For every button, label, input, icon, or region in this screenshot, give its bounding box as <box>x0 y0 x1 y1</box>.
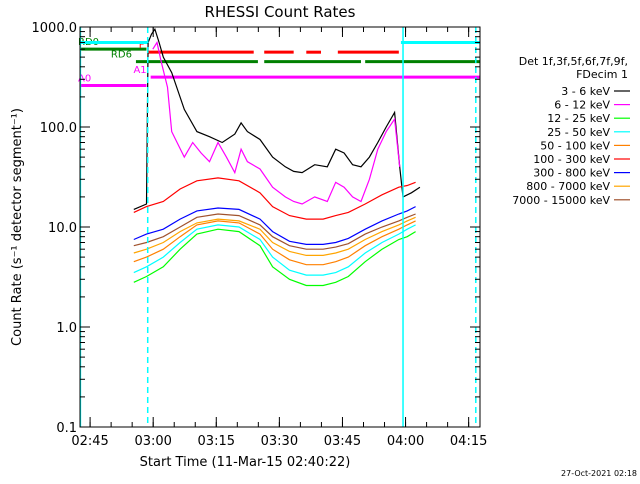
x-tick-label-3: 03:30 <box>261 434 298 449</box>
legend-label-100-300-kev: 100 - 300 keV <box>533 153 610 166</box>
y-tick-label-4: 1000.0 <box>32 21 78 36</box>
x-tick-label-5: 04:00 <box>387 434 424 449</box>
y-axis-ticks: 0.1 1.0 10.0 100.0 1000.0 <box>32 21 480 436</box>
legend-label-3-6-kev: 3 - 6 keV <box>561 85 610 98</box>
x-tick-label-4: 03:45 <box>324 434 361 449</box>
series-line-800-7000-kev <box>133 216 416 256</box>
y-tick-label-1: 1.0 <box>56 321 77 336</box>
legend-title-line-1: Det 1f,3f,5f,6f,7f,9f, <box>519 55 628 68</box>
footer-timestamp: 27-Oct-2021 02:18 <box>561 469 637 478</box>
series-line-100-300-kev <box>133 177 416 220</box>
series-lines <box>133 27 421 287</box>
legend-title-line-2: FDecim 1 <box>576 68 628 81</box>
legend-label-7000-15000-kev: 7000 - 15000 keV <box>512 194 610 207</box>
series-line-50-100-kev <box>133 220 416 266</box>
legend-label-800-7000-kev: 800 - 7000 keV <box>526 180 610 193</box>
x-axis-ticks: 02:45 03:00 03:15 03:30 03:45 04:00 04:15 <box>71 27 487 449</box>
series-line-300-800-kev <box>133 206 416 245</box>
y-tick-label-3: 100.0 <box>40 121 77 136</box>
legend-label-25-50-kev: 25 - 50 keV <box>547 126 610 139</box>
legend-label-12-25-kev: 12 - 25 keV <box>547 112 610 125</box>
attenuator-bars: RD0RD6FA0A1 <box>78 37 480 88</box>
x-tick-label-0: 02:45 <box>71 434 108 449</box>
series-line-7000-15000-kev <box>133 213 416 250</box>
legend-label-300-800-kev: 300 - 800 keV <box>533 167 610 180</box>
series-line-6-12-kev <box>152 40 401 205</box>
y-axis-label: Count Rate (s⁻¹ detector segment⁻¹) <box>10 108 25 346</box>
legend-label-50-100-kev: 50 - 100 keV <box>540 139 610 152</box>
y-tick-label-2: 10.0 <box>48 221 77 236</box>
state-bar-label-a1: A1 <box>133 65 146 76</box>
state-bar-label-rd6: RD6 <box>111 50 132 61</box>
legend: Det 1f,3f,5f,6f,7f,9f, FDecim 1 3 - 6 ke… <box>512 55 630 207</box>
series-line-25-50-kev <box>133 224 416 276</box>
x-tick-label-6: 04:15 <box>450 434 487 449</box>
x-axis-label: Start Time (11-Mar-15 02:40:22) <box>140 455 351 470</box>
legend-label-6-12-kev: 6 - 12 keV <box>554 99 610 112</box>
y-tick-label-0: 0.1 <box>56 421 77 436</box>
series-line-12-25-kev <box>133 228 416 287</box>
series-line-3-6-kev <box>133 27 421 210</box>
x-tick-label-1: 03:00 <box>134 434 171 449</box>
chart-title: RHESSI Count Rates <box>205 3 356 21</box>
state-bar-label-f: F <box>139 40 145 51</box>
x-tick-label-2: 03:15 <box>198 434 235 449</box>
